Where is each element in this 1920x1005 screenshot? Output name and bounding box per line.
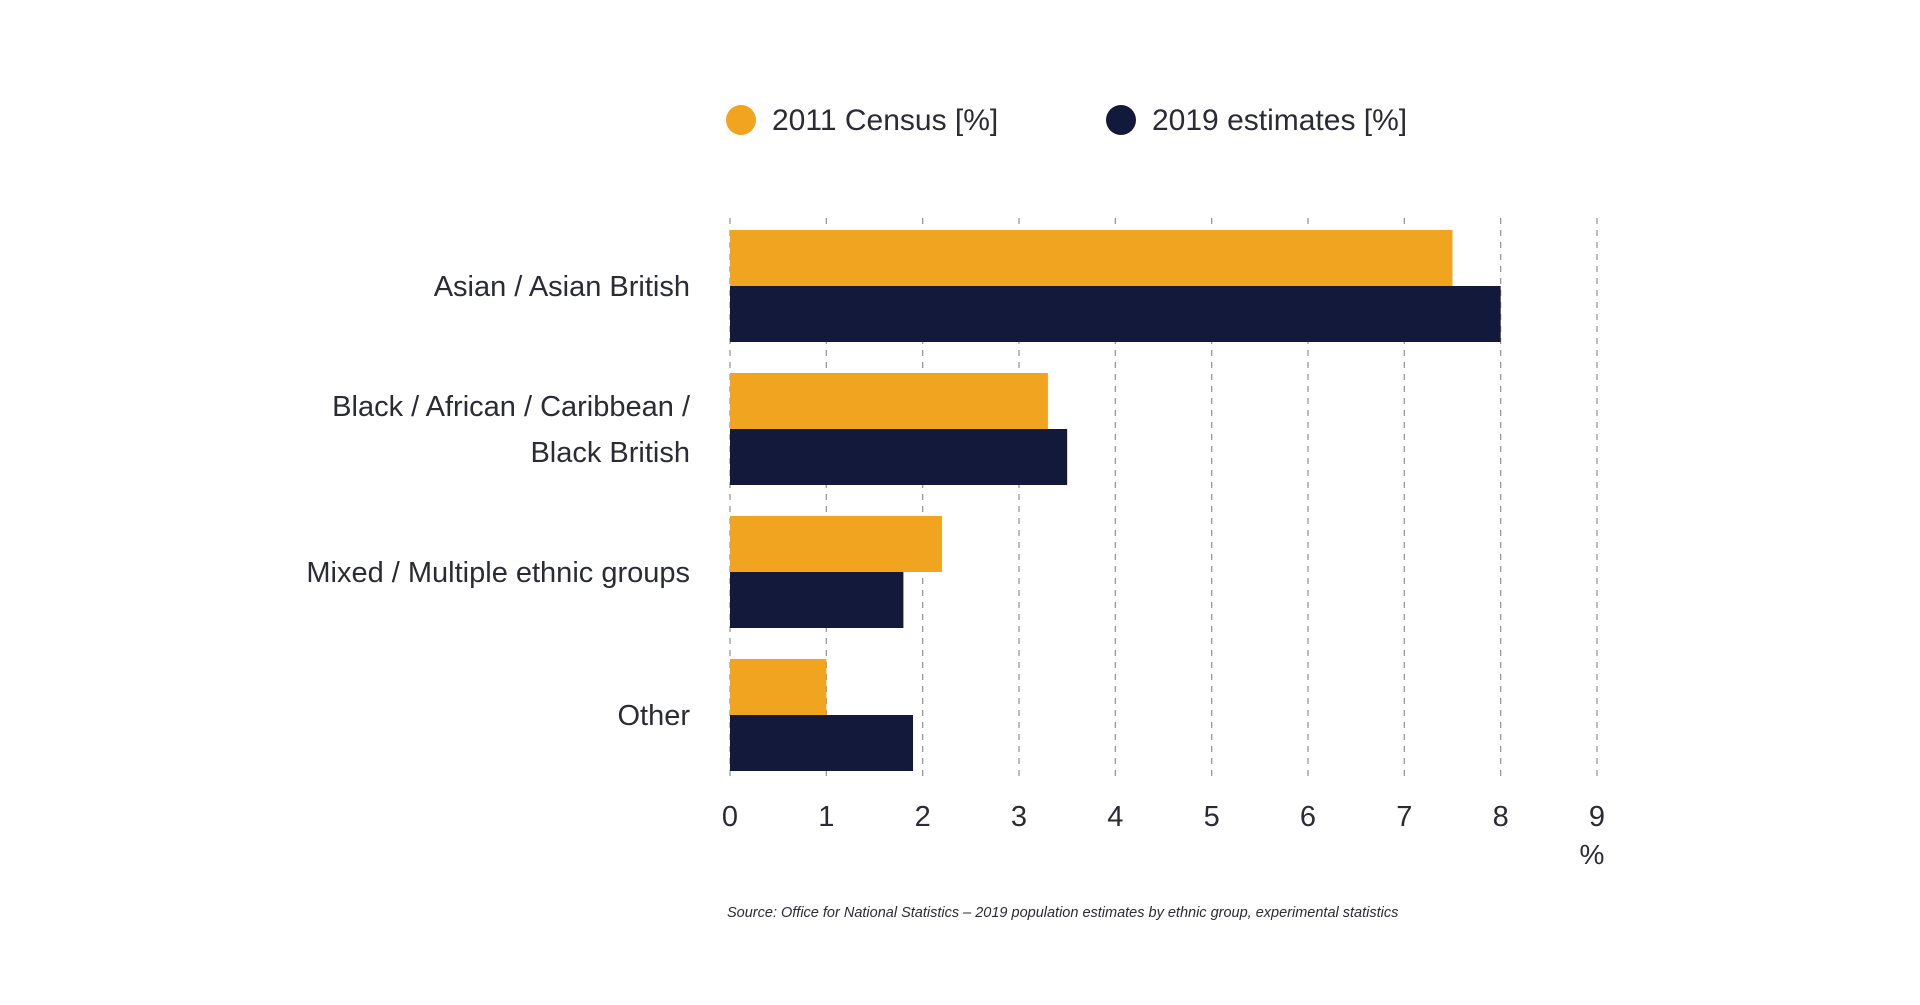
bar-2011-cat2 <box>730 516 942 572</box>
category-label-2-line-0: Mixed / Multiple ethnic groups <box>306 557 690 589</box>
bar-2019-cat2 <box>730 572 904 628</box>
gridlines <box>729 218 1598 776</box>
x-tick-label-5: 5 <box>1204 801 1220 833</box>
bar-2019-cat1 <box>730 429 1068 485</box>
bar-2019-cat0 <box>730 286 1501 342</box>
x-tick-label-9: 9 <box>1589 801 1605 833</box>
legend-marker-2011 <box>726 105 756 135</box>
category-labels: Asian / Asian British Black / African / C… <box>306 271 691 732</box>
x-tick-label-1: 1 <box>818 801 834 833</box>
source-note: Source: Office for National Statistics –… <box>727 905 1398 921</box>
legend-label-2011: 2011 Census [%] <box>772 104 998 137</box>
category-label-3-line-0: Other <box>617 700 690 732</box>
bars <box>730 230 1501 771</box>
x-tick-label-3: 3 <box>1011 801 1027 833</box>
legend-label-2019: 2019 estimates [%] <box>1152 104 1407 137</box>
x-axis-unit-label: % <box>1580 839 1605 870</box>
legend-marker-2019 <box>1106 105 1136 135</box>
bar-2011-cat3 <box>730 659 827 715</box>
bar-2011-cat1 <box>730 373 1048 429</box>
x-tick-label-4: 4 <box>1107 801 1123 833</box>
bar-2019-cat3 <box>730 715 914 771</box>
x-tick-label-7: 7 <box>1396 801 1412 833</box>
x-tick-label-8: 8 <box>1493 801 1509 833</box>
category-label-1-line-1: Black British <box>530 437 690 469</box>
x-tick-label-0: 0 <box>722 801 738 833</box>
x-tick-label-6: 6 <box>1300 801 1316 833</box>
x-axis-ticks: 0 1 2 3 4 5 6 7 8 9 <box>722 801 1605 833</box>
category-label-1-line-0: Black / African / Caribbean / <box>332 391 691 423</box>
bar-2011-cat0 <box>730 230 1453 286</box>
category-label-0-line-0: Asian / Asian British <box>434 271 690 303</box>
x-tick-label-2: 2 <box>915 801 931 833</box>
legend: 2011 Census [%] 2019 estimates [%] <box>726 104 1407 137</box>
